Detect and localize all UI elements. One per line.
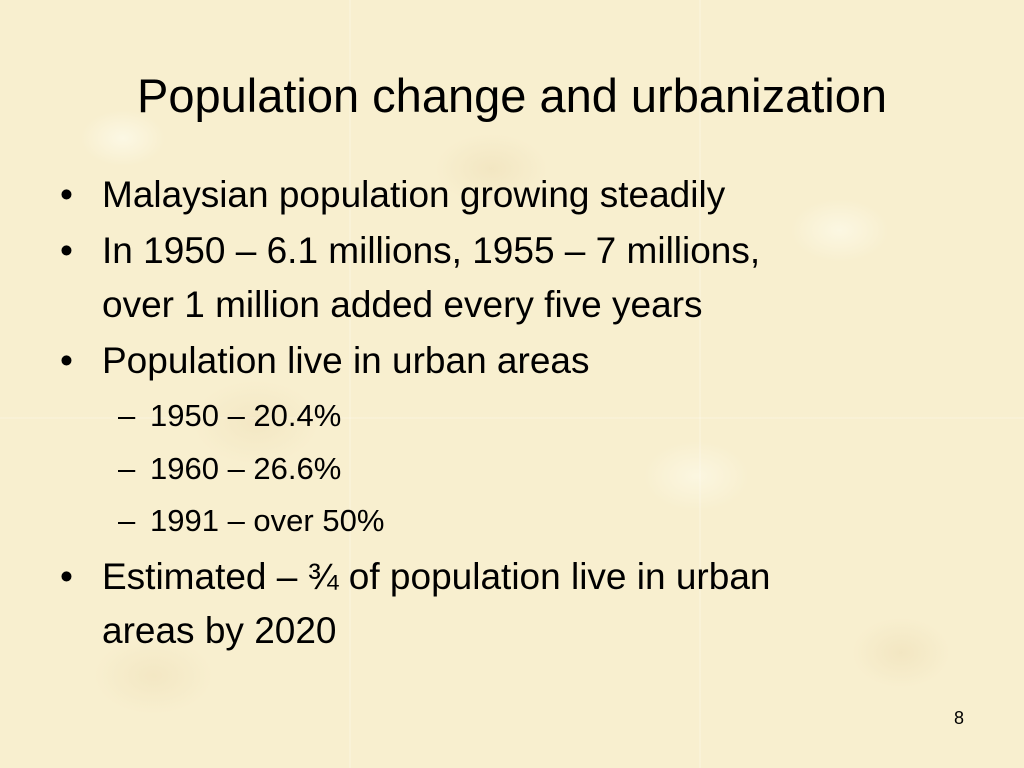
sub-bullet-text: 1950 – 20.4% [150,398,342,433]
bullet-text: Population live in urban areas [102,340,590,381]
sub-bullet-marker: – [118,398,136,433]
bullet-text: Malaysian population growing steadily [102,174,726,215]
bullet-marker: • [60,555,73,597]
bullet-text-line: areas by 2020 [102,609,337,651]
page-number: 8 [953,708,964,728]
slide-content: • Malaysian population growing steadily … [60,168,960,660]
bullet-item: • In 1950 – 6.1 millions, 1955 – 7 milli… [60,224,960,332]
sub-bullet-text: 1960 – 26.6% [150,450,342,486]
bullet-marker: • [60,230,73,271]
sub-bullet-list: – 1950 – 20.4% – 1960 – 26.6% – 1991 – o… [60,390,960,548]
sub-bullet-item: – 1960 – 26.6% [118,443,960,496]
sub-bullet-text: 1991 – over 50% [150,503,385,538]
bullet-text-line: over 1 million added every five years [102,284,703,325]
bullet-item: • Malaysian population growing steadily [60,168,960,222]
bullet-marker: • [60,174,73,215]
bullet-marker: • [60,340,73,381]
bullet-text-line: In 1950 – 6.1 millions, 1955 – 7 million… [102,230,761,271]
sub-bullet-marker: – [118,503,136,538]
bullet-text-line: Estimated – ¾ of population live in urba… [102,555,771,597]
bullet-item: • Population live in urban areas [60,334,960,388]
bullet-item: • Estimated – ¾ of population live in ur… [60,550,960,658]
sub-bullet-marker: – [118,450,136,486]
sub-bullet-item: – 1950 – 20.4% [118,390,960,443]
sub-bullet-item: – 1991 – over 50% [118,495,960,548]
slide-title: Population change and urbanization [137,69,887,122]
